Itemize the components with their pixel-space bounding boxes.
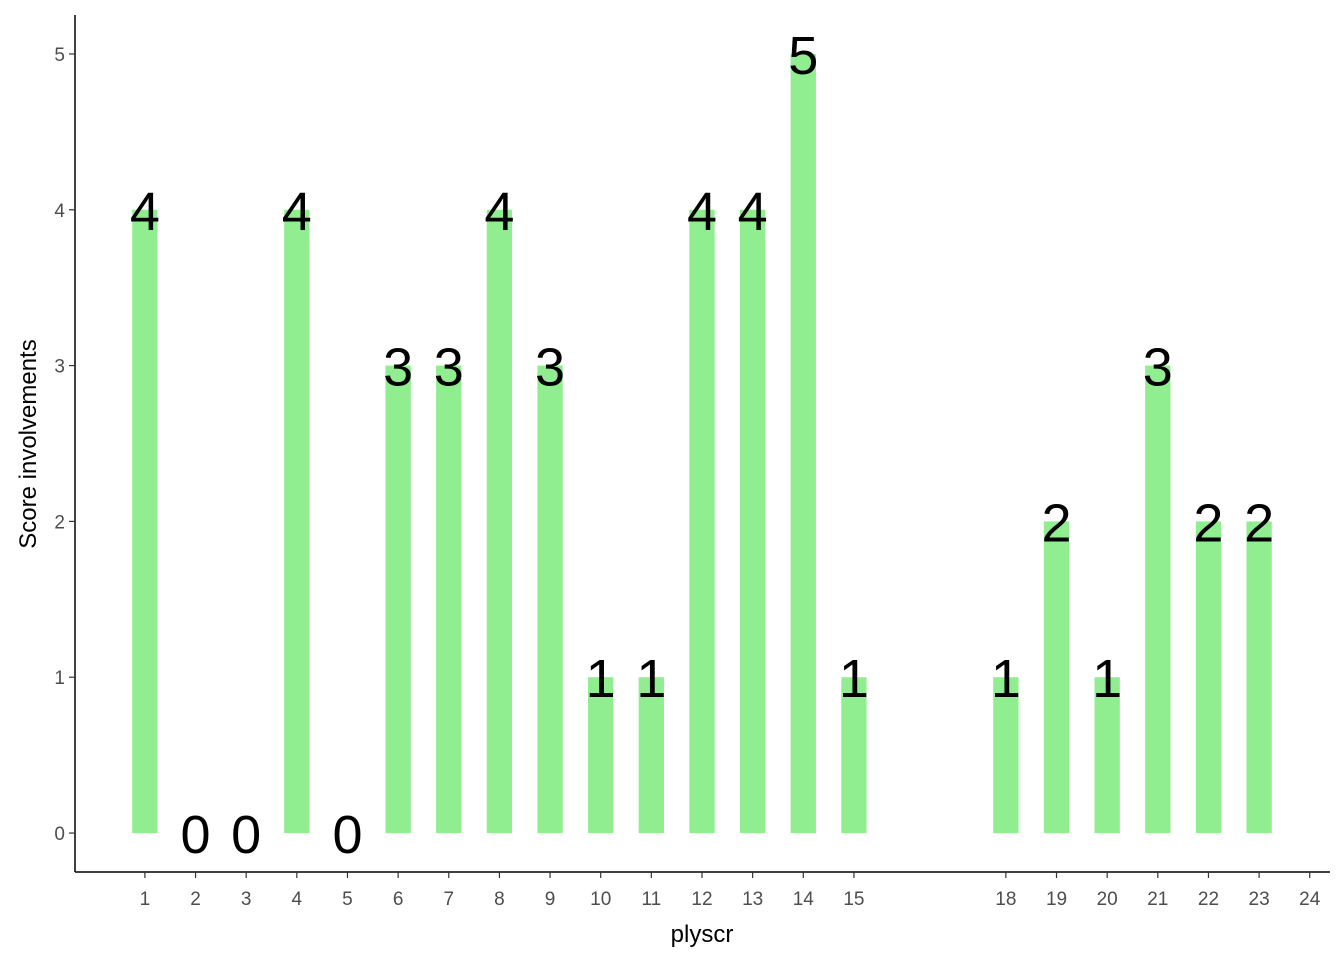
x-tick-label: 14 [793, 889, 815, 910]
bar [689, 209, 715, 834]
x-tick-label: 15 [843, 889, 864, 910]
x-tick-label: 24 [1299, 889, 1321, 910]
bar [132, 209, 158, 834]
value-label: 2 [1244, 493, 1274, 553]
value-label: 1 [991, 649, 1021, 709]
x-tick-label: 19 [1046, 889, 1067, 910]
bar [638, 677, 665, 834]
bar [1246, 521, 1272, 834]
bar [385, 365, 411, 834]
value-label: 0 [231, 805, 261, 865]
y-tick-label: 0 [54, 824, 65, 845]
bar [588, 677, 614, 834]
y-tick-label: 5 [54, 45, 65, 66]
x-tick-label: 22 [1198, 889, 1219, 910]
bar [537, 365, 563, 834]
value-label: 3 [1143, 338, 1173, 398]
value-label: 4 [130, 182, 160, 242]
value-label: 4 [738, 182, 768, 242]
x-tick-label: 6 [393, 889, 404, 910]
value-label: 3 [434, 338, 464, 398]
value-label: 0 [181, 805, 211, 865]
value-label: 2 [1193, 493, 1223, 553]
value-label: 4 [484, 182, 514, 242]
bar [1094, 677, 1120, 834]
value-label: 0 [332, 805, 362, 865]
x-tick-label: 8 [494, 889, 505, 910]
x-tick-label: 7 [443, 889, 454, 910]
x-tick-label: 10 [590, 889, 611, 910]
bar [1195, 521, 1222, 834]
x-tick-label: 23 [1249, 889, 1270, 910]
bar [1043, 521, 1070, 834]
value-label: 5 [788, 26, 818, 86]
x-tick-label: 11 [641, 889, 661, 910]
value-label: 4 [282, 182, 312, 242]
value-label: 4 [687, 182, 717, 242]
value-label: 1 [586, 649, 616, 709]
value-label: 1 [636, 649, 666, 709]
value-label: 1 [1092, 649, 1122, 709]
x-tick-label: 18 [995, 889, 1016, 910]
x-tick-label: 2 [190, 889, 201, 910]
x-tick-label: 4 [292, 889, 303, 910]
x-tick-label: 20 [1097, 889, 1118, 910]
y-tick-label: 4 [54, 201, 65, 222]
bar [739, 209, 766, 834]
x-tick-label: 12 [691, 889, 712, 910]
value-label: 2 [1041, 493, 1071, 553]
value-label: 3 [383, 338, 413, 398]
bar [1145, 365, 1171, 834]
y-axis-title: Score involvements [15, 339, 42, 548]
bar [841, 677, 867, 834]
x-tick-label: 5 [342, 889, 353, 910]
bar [436, 365, 462, 834]
value-label: 1 [839, 649, 869, 709]
bar [993, 677, 1019, 834]
x-tick-label: 9 [545, 889, 556, 910]
bar [790, 53, 816, 834]
y-tick-label: 3 [54, 357, 65, 378]
bar [284, 209, 310, 834]
value-label: 3 [535, 338, 565, 398]
x-axis-title: plyscr [671, 921, 734, 948]
y-tick-label: 2 [54, 512, 65, 533]
x-tick-label: 13 [742, 889, 763, 910]
y-tick-label: 1 [54, 668, 65, 689]
x-tick-label: 21 [1147, 889, 1168, 910]
x-tick-label: 1 [140, 889, 151, 910]
bar [486, 209, 513, 834]
x-tick-label: 3 [241, 889, 252, 910]
